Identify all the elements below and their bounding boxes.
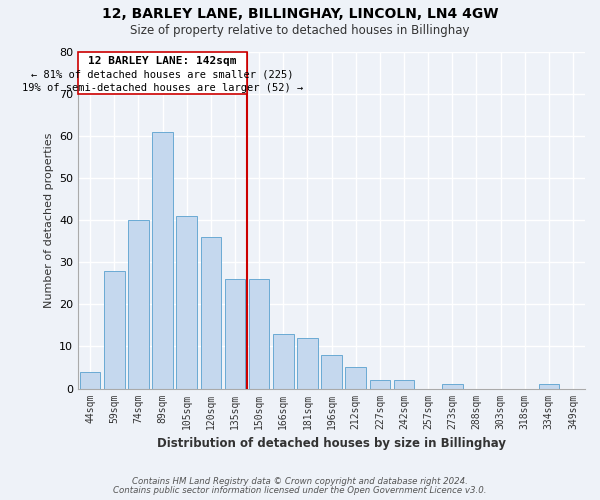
- Bar: [322, 355, 342, 388]
- Bar: [80, 372, 100, 388]
- Bar: [200, 237, 221, 388]
- X-axis label: Distribution of detached houses by size in Billinghay: Distribution of detached houses by size …: [157, 437, 506, 450]
- Text: ← 81% of detached houses are smaller (225): ← 81% of detached houses are smaller (22…: [31, 69, 294, 79]
- Bar: [394, 380, 414, 388]
- Text: 12 BARLEY LANE: 142sqm: 12 BARLEY LANE: 142sqm: [88, 56, 237, 66]
- Text: 12, BARLEY LANE, BILLINGHAY, LINCOLN, LN4 4GW: 12, BARLEY LANE, BILLINGHAY, LINCOLN, LN…: [102, 8, 498, 22]
- Text: Size of property relative to detached houses in Billinghay: Size of property relative to detached ho…: [130, 24, 470, 37]
- Bar: [176, 216, 197, 388]
- Text: Contains HM Land Registry data © Crown copyright and database right 2024.: Contains HM Land Registry data © Crown c…: [132, 477, 468, 486]
- Y-axis label: Number of detached properties: Number of detached properties: [44, 132, 53, 308]
- Text: 19% of semi-detached houses are larger (52) →: 19% of semi-detached houses are larger (…: [22, 83, 303, 93]
- Bar: [539, 384, 559, 388]
- Bar: [297, 338, 317, 388]
- Bar: [346, 368, 366, 388]
- Bar: [104, 270, 125, 388]
- Bar: [152, 132, 173, 388]
- Bar: [273, 334, 293, 388]
- Bar: [128, 220, 149, 388]
- Bar: [249, 279, 269, 388]
- Bar: [225, 279, 245, 388]
- Text: Contains public sector information licensed under the Open Government Licence v3: Contains public sector information licen…: [113, 486, 487, 495]
- Bar: [442, 384, 463, 388]
- Bar: [370, 380, 390, 388]
- FancyBboxPatch shape: [78, 52, 247, 94]
